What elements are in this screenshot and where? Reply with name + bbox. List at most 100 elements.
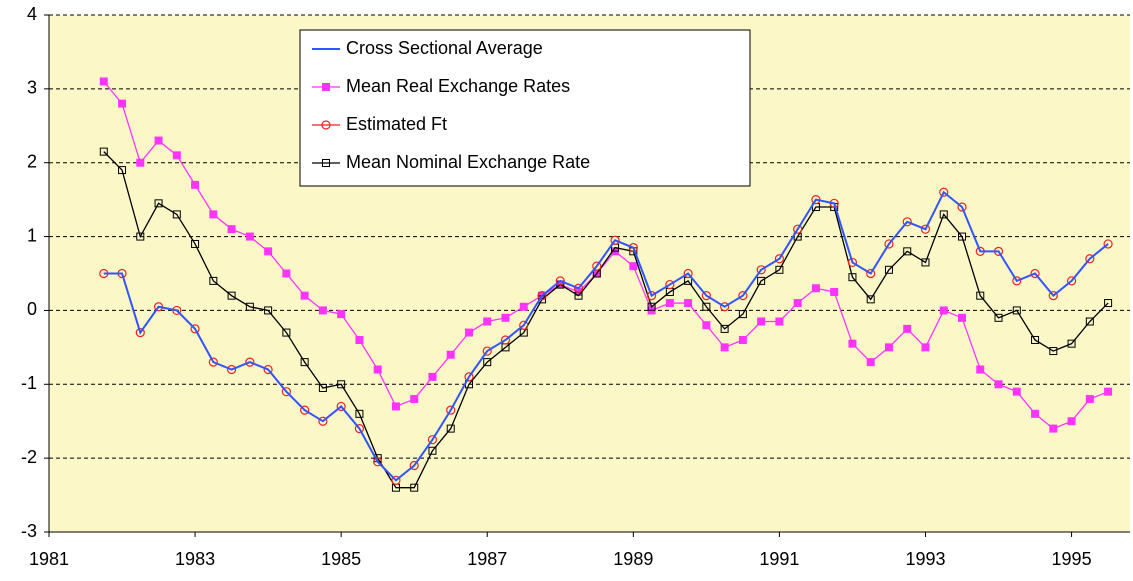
marker bbox=[847, 257, 858, 268]
marker bbox=[848, 339, 857, 348]
marker bbox=[848, 273, 857, 282]
marker bbox=[976, 365, 985, 374]
marker bbox=[793, 299, 802, 308]
marker bbox=[720, 324, 729, 333]
marker bbox=[647, 302, 656, 311]
marker bbox=[884, 343, 893, 352]
x-tick-label: 1985 bbox=[321, 549, 361, 569]
marker bbox=[1030, 268, 1040, 279]
marker bbox=[427, 435, 438, 445]
marker bbox=[300, 291, 309, 300]
marker bbox=[903, 247, 912, 256]
marker bbox=[830, 287, 839, 296]
marker bbox=[263, 364, 273, 375]
marker bbox=[866, 358, 875, 367]
x-tick-label: 1981 bbox=[29, 549, 69, 569]
marker bbox=[154, 136, 163, 145]
marker bbox=[958, 313, 967, 322]
marker bbox=[227, 291, 236, 300]
marker bbox=[976, 291, 985, 300]
legend: Cross Sectional Average Mean Real Exchang… bbox=[299, 29, 751, 187]
marker bbox=[172, 151, 181, 160]
marker bbox=[793, 224, 803, 234]
marker bbox=[775, 265, 784, 274]
marker bbox=[264, 306, 273, 315]
marker bbox=[136, 232, 145, 241]
marker bbox=[409, 460, 419, 471]
marker bbox=[1067, 417, 1076, 426]
marker bbox=[592, 261, 602, 271]
marker bbox=[391, 402, 400, 411]
marker bbox=[757, 276, 766, 285]
legend-label: Estimated Ft bbox=[346, 114, 447, 134]
marker bbox=[428, 446, 437, 455]
marker bbox=[774, 254, 785, 264]
marker bbox=[921, 343, 930, 352]
marker bbox=[866, 268, 876, 279]
marker bbox=[227, 364, 237, 375]
marker bbox=[191, 239, 200, 248]
marker bbox=[1085, 254, 1095, 264]
marker bbox=[318, 383, 327, 392]
marker bbox=[410, 395, 419, 404]
x-tick-label: 1987 bbox=[467, 549, 507, 569]
marker bbox=[994, 313, 1003, 322]
marker bbox=[321, 120, 331, 130]
marker bbox=[99, 77, 108, 86]
marker bbox=[939, 210, 948, 219]
marker bbox=[903, 324, 912, 333]
y-tick-label: 4 bbox=[27, 4, 37, 24]
marker bbox=[939, 306, 948, 315]
marker bbox=[1104, 387, 1113, 396]
marker bbox=[190, 324, 200, 334]
marker bbox=[318, 306, 327, 315]
x-tick-label: 1991 bbox=[759, 549, 799, 569]
marker bbox=[154, 199, 163, 208]
marker bbox=[684, 299, 693, 308]
marker bbox=[683, 268, 693, 279]
marker bbox=[921, 258, 930, 267]
marker bbox=[282, 269, 291, 278]
marker bbox=[902, 217, 912, 227]
marker bbox=[939, 187, 949, 197]
legend-box bbox=[299, 29, 751, 187]
marker bbox=[208, 357, 218, 367]
marker bbox=[1031, 409, 1040, 418]
legend-label: Mean Real Exchange Rates bbox=[346, 76, 570, 96]
marker bbox=[884, 239, 894, 249]
marker bbox=[720, 343, 729, 352]
marker bbox=[318, 416, 328, 426]
marker bbox=[884, 265, 893, 274]
marker bbox=[136, 158, 145, 167]
marker bbox=[245, 302, 254, 311]
marker bbox=[665, 299, 674, 308]
marker bbox=[519, 302, 528, 311]
marker bbox=[1104, 299, 1113, 308]
x-tick-label: 1993 bbox=[905, 549, 945, 569]
marker bbox=[738, 310, 747, 319]
marker bbox=[118, 99, 127, 108]
marker bbox=[866, 295, 875, 304]
x-tick-label: 1989 bbox=[613, 549, 653, 569]
marker bbox=[738, 335, 747, 344]
marker bbox=[537, 291, 547, 301]
marker bbox=[702, 321, 711, 330]
series-line bbox=[103, 190, 1109, 482]
marker bbox=[1048, 291, 1058, 301]
marker bbox=[1049, 424, 1058, 433]
marker bbox=[322, 83, 330, 91]
marker bbox=[373, 457, 383, 467]
marker bbox=[775, 317, 784, 326]
marker bbox=[720, 302, 730, 312]
marker bbox=[373, 365, 382, 374]
marker bbox=[410, 483, 419, 492]
y-tick-label: 1 bbox=[27, 225, 37, 245]
marker bbox=[702, 302, 711, 311]
y-tick-label: -1 bbox=[21, 373, 37, 393]
marker bbox=[811, 284, 820, 293]
marker bbox=[282, 328, 291, 337]
y-tick-label: 2 bbox=[27, 151, 37, 171]
marker bbox=[191, 180, 200, 189]
marker bbox=[464, 372, 474, 382]
marker bbox=[483, 317, 492, 326]
